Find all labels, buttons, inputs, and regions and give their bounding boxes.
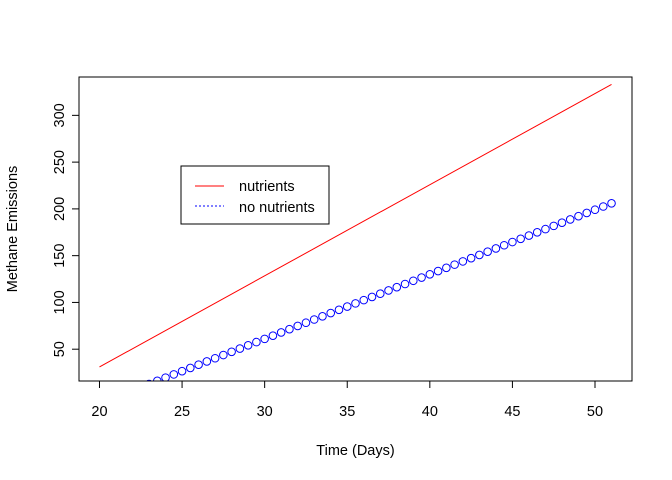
data-point-no-nutrients (342, 302, 352, 311)
data-point-no-nutrients (516, 234, 525, 244)
data-point-no-nutrients (433, 266, 443, 276)
data-point-no-nutrients (425, 270, 435, 279)
data-point-no-nutrients (499, 240, 509, 250)
data-point-no-nutrients (219, 350, 228, 360)
data-point-no-nutrients (574, 211, 583, 221)
data-point-no-nutrients (276, 328, 286, 337)
data-point-no-nutrients (285, 324, 294, 334)
data-point-no-nutrients (532, 228, 542, 237)
data-point-no-nutrients (450, 260, 459, 269)
plot-frame (78, 76, 633, 382)
data-point-no-nutrients (541, 224, 550, 234)
data-point-no-nutrients (301, 318, 311, 328)
data-point-no-nutrients (309, 315, 319, 324)
data-point-no-nutrients (524, 231, 534, 240)
x-tick-label: 35 (339, 404, 355, 420)
x-tick-label: 25 (174, 404, 190, 420)
data-point-no-nutrients (409, 276, 418, 286)
y-tick-label: 150 (52, 244, 68, 268)
legend: nutrients no nutrients (180, 165, 330, 225)
data-point-no-nutrients (194, 360, 203, 370)
data-point-no-nutrients (557, 218, 567, 227)
y-axis-label: Methane Emissions (5, 166, 21, 293)
data-point-no-nutrients (549, 221, 559, 231)
x-tick-label: 45 (504, 404, 520, 420)
data-point-no-nutrients (359, 295, 369, 305)
data-point-no-nutrients (326, 308, 336, 318)
data-point-no-nutrients (161, 373, 170, 381)
data-point-no-nutrients (252, 337, 261, 347)
data-point-no-nutrients (565, 215, 575, 224)
data-point-no-nutrients (375, 289, 385, 298)
y-tick-label: 100 (52, 290, 68, 314)
x-axis-label: Time (Days) (316, 443, 394, 459)
data-point-no-nutrients (458, 257, 468, 266)
legend-box (180, 165, 330, 225)
data-point-no-nutrients (243, 341, 253, 350)
legend-label-nutrients: nutrients (239, 179, 295, 195)
x-tick-label: 40 (422, 404, 438, 420)
y-tick-label: 200 (52, 197, 68, 221)
data-point-no-nutrients (442, 263, 451, 273)
data-point-no-nutrients (268, 331, 278, 340)
data-point-no-nutrients (508, 237, 517, 247)
data-point-no-nutrients (466, 253, 476, 263)
data-point-no-nutrients (582, 208, 592, 218)
data-point-no-nutrients (169, 370, 179, 379)
data-point-no-nutrients (483, 247, 492, 257)
data-point-no-nutrients (491, 244, 501, 253)
y-axis: 50 100 150 200 250 300 (52, 103, 79, 357)
x-tick-label: 20 (91, 404, 107, 420)
data-point-no-nutrients (607, 198, 616, 208)
data-point-no-nutrients (334, 305, 344, 315)
y-tick-label: 250 (52, 150, 68, 174)
data-point-no-nutrients (417, 273, 426, 282)
data-point-no-nutrients (318, 311, 327, 321)
data-point-no-nutrients (177, 366, 187, 376)
data-point-no-nutrients (392, 282, 402, 292)
data-point-no-nutrients (146, 379, 153, 381)
data-point-no-nutrients (235, 344, 245, 353)
x-axis: 20 25 30 35 40 45 50 (91, 381, 603, 420)
data-point-no-nutrients (384, 286, 393, 295)
data-point-no-nutrients (260, 334, 269, 344)
data-point-no-nutrients (475, 250, 484, 260)
data-point-no-nutrients (202, 357, 212, 366)
series-layer (99, 84, 616, 381)
data-point-no-nutrients (400, 279, 410, 289)
data-point-no-nutrients (367, 292, 377, 302)
legend-label-no-nutrients: no nutrients (239, 200, 315, 216)
data-point-no-nutrients (210, 353, 220, 363)
data-point-no-nutrients (590, 205, 600, 215)
y-tick-label: 300 (52, 103, 68, 127)
series-line-nutrients (99, 84, 612, 368)
data-point-no-nutrients (598, 202, 608, 211)
y-tick-label: 50 (52, 341, 68, 357)
x-tick-label: 30 (257, 404, 273, 420)
data-point-no-nutrients (186, 363, 195, 373)
data-point-no-nutrients (227, 347, 236, 357)
data-point-no-nutrients (293, 321, 302, 331)
data-point-no-nutrients (351, 299, 360, 308)
x-tick-label: 50 (587, 404, 603, 420)
